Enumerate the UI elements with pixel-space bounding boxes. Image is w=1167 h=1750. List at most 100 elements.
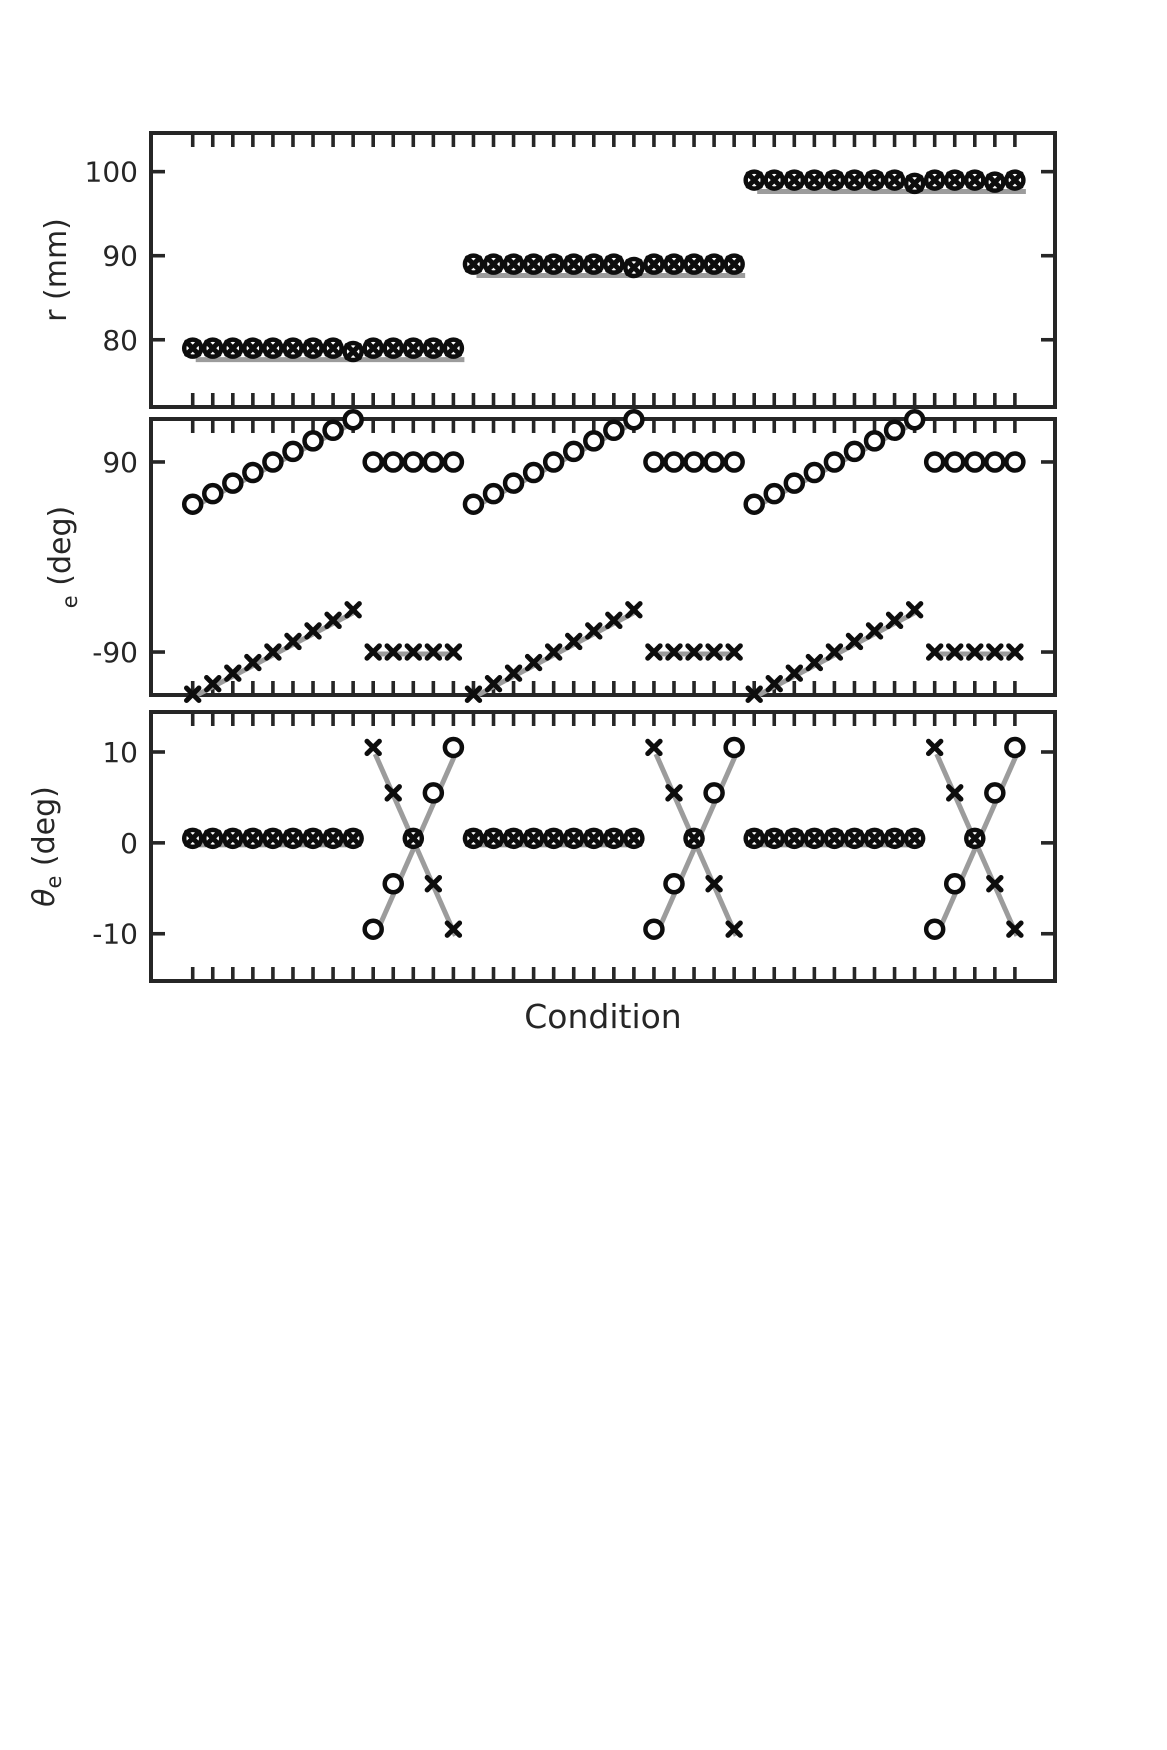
marker-x xyxy=(745,171,763,189)
marker-x xyxy=(585,622,603,640)
marker-x xyxy=(224,339,242,357)
marker-x xyxy=(464,829,483,848)
marker-circle xyxy=(703,451,725,473)
marker-x xyxy=(484,255,503,273)
marker-x xyxy=(946,784,964,802)
marker-circle xyxy=(843,440,866,463)
marker-x xyxy=(524,255,543,273)
plot-area-theta_e xyxy=(149,710,1057,983)
marker-x xyxy=(825,171,844,189)
marker-x xyxy=(244,829,262,848)
marker-x xyxy=(565,255,583,273)
marker-x xyxy=(785,829,804,848)
marker-x xyxy=(765,171,783,189)
marker-circle xyxy=(462,493,485,515)
marker-circle xyxy=(442,451,465,473)
marker-x xyxy=(825,643,844,661)
marker-circle xyxy=(282,440,304,463)
marker-x xyxy=(184,339,202,357)
y-tick-label: -90 xyxy=(92,636,138,669)
marker-x xyxy=(444,920,463,938)
marker-x xyxy=(625,601,643,619)
marker-x xyxy=(565,632,583,651)
marker-x xyxy=(805,829,824,848)
marker-x xyxy=(605,611,623,630)
marker-circle xyxy=(422,782,445,804)
marker-x xyxy=(304,829,322,848)
marker-x xyxy=(544,829,563,848)
marker-x xyxy=(1006,643,1024,661)
plot-area-r xyxy=(149,131,1057,409)
marker-x xyxy=(224,664,242,682)
marker-x xyxy=(544,643,563,661)
marker-circle xyxy=(683,451,705,473)
marker-circle xyxy=(181,493,204,515)
y-tick-label: 90 xyxy=(102,240,138,273)
marker-x xyxy=(986,875,1004,893)
marker-circle xyxy=(242,461,264,484)
marker-circle xyxy=(643,451,665,473)
marker-circle xyxy=(322,419,344,442)
marker-x xyxy=(464,685,483,703)
marker-circle xyxy=(402,451,425,473)
marker-circle xyxy=(542,451,565,473)
y-axis-label-phi_e: e (deg) xyxy=(43,506,82,608)
marker-x xyxy=(504,664,523,682)
plot-area-phi_e xyxy=(149,417,1057,697)
marker-x xyxy=(685,643,703,661)
marker-circle xyxy=(1004,451,1026,473)
marker-x xyxy=(885,171,904,189)
marker-x xyxy=(524,829,543,848)
marker-x xyxy=(244,339,262,357)
marker-circle xyxy=(643,918,665,940)
marker-circle xyxy=(763,482,785,505)
marker-x xyxy=(404,829,422,848)
marker-x xyxy=(845,632,864,651)
marker-circle xyxy=(583,430,605,452)
marker-x xyxy=(805,653,824,672)
marker-circle xyxy=(623,408,645,431)
marker-x xyxy=(685,255,703,273)
marker-x xyxy=(665,255,683,273)
y-tick-label: 90 xyxy=(102,446,138,479)
marker-x xyxy=(885,829,904,848)
marker-x xyxy=(444,643,463,661)
marker-x xyxy=(1006,920,1024,938)
marker-x xyxy=(484,675,503,693)
marker-x xyxy=(685,829,703,848)
marker-circle xyxy=(984,782,1006,804)
marker-x xyxy=(625,258,643,277)
marker-circle xyxy=(382,873,404,895)
marker-x xyxy=(464,255,483,273)
marker-x xyxy=(966,643,984,661)
marker-circle xyxy=(663,451,685,473)
marker-x xyxy=(344,601,362,619)
marker-circle xyxy=(703,782,725,804)
marker-x xyxy=(264,339,282,357)
marker-x xyxy=(324,611,342,630)
marker-x xyxy=(204,675,222,693)
marker-circle xyxy=(743,493,765,515)
marker-circle xyxy=(522,461,545,484)
marker-x xyxy=(946,643,964,661)
marker-x xyxy=(585,829,603,848)
marker-x xyxy=(865,171,884,189)
y-tick-label: 80 xyxy=(102,324,138,357)
marker-circle xyxy=(663,873,685,895)
marker-x xyxy=(725,255,743,273)
marker-x xyxy=(905,174,924,193)
marker-x xyxy=(966,829,984,848)
marker-x xyxy=(705,643,723,661)
y-tick-label: 0 xyxy=(120,827,138,860)
marker-x xyxy=(925,171,944,189)
marker-circle xyxy=(943,451,966,473)
marker-x xyxy=(284,632,302,651)
marker-circle xyxy=(823,451,846,473)
marker-x xyxy=(986,643,1004,661)
marker-x xyxy=(264,829,282,848)
marker-circle xyxy=(222,472,244,494)
marker-circle xyxy=(262,451,284,473)
marker-x xyxy=(865,829,884,848)
